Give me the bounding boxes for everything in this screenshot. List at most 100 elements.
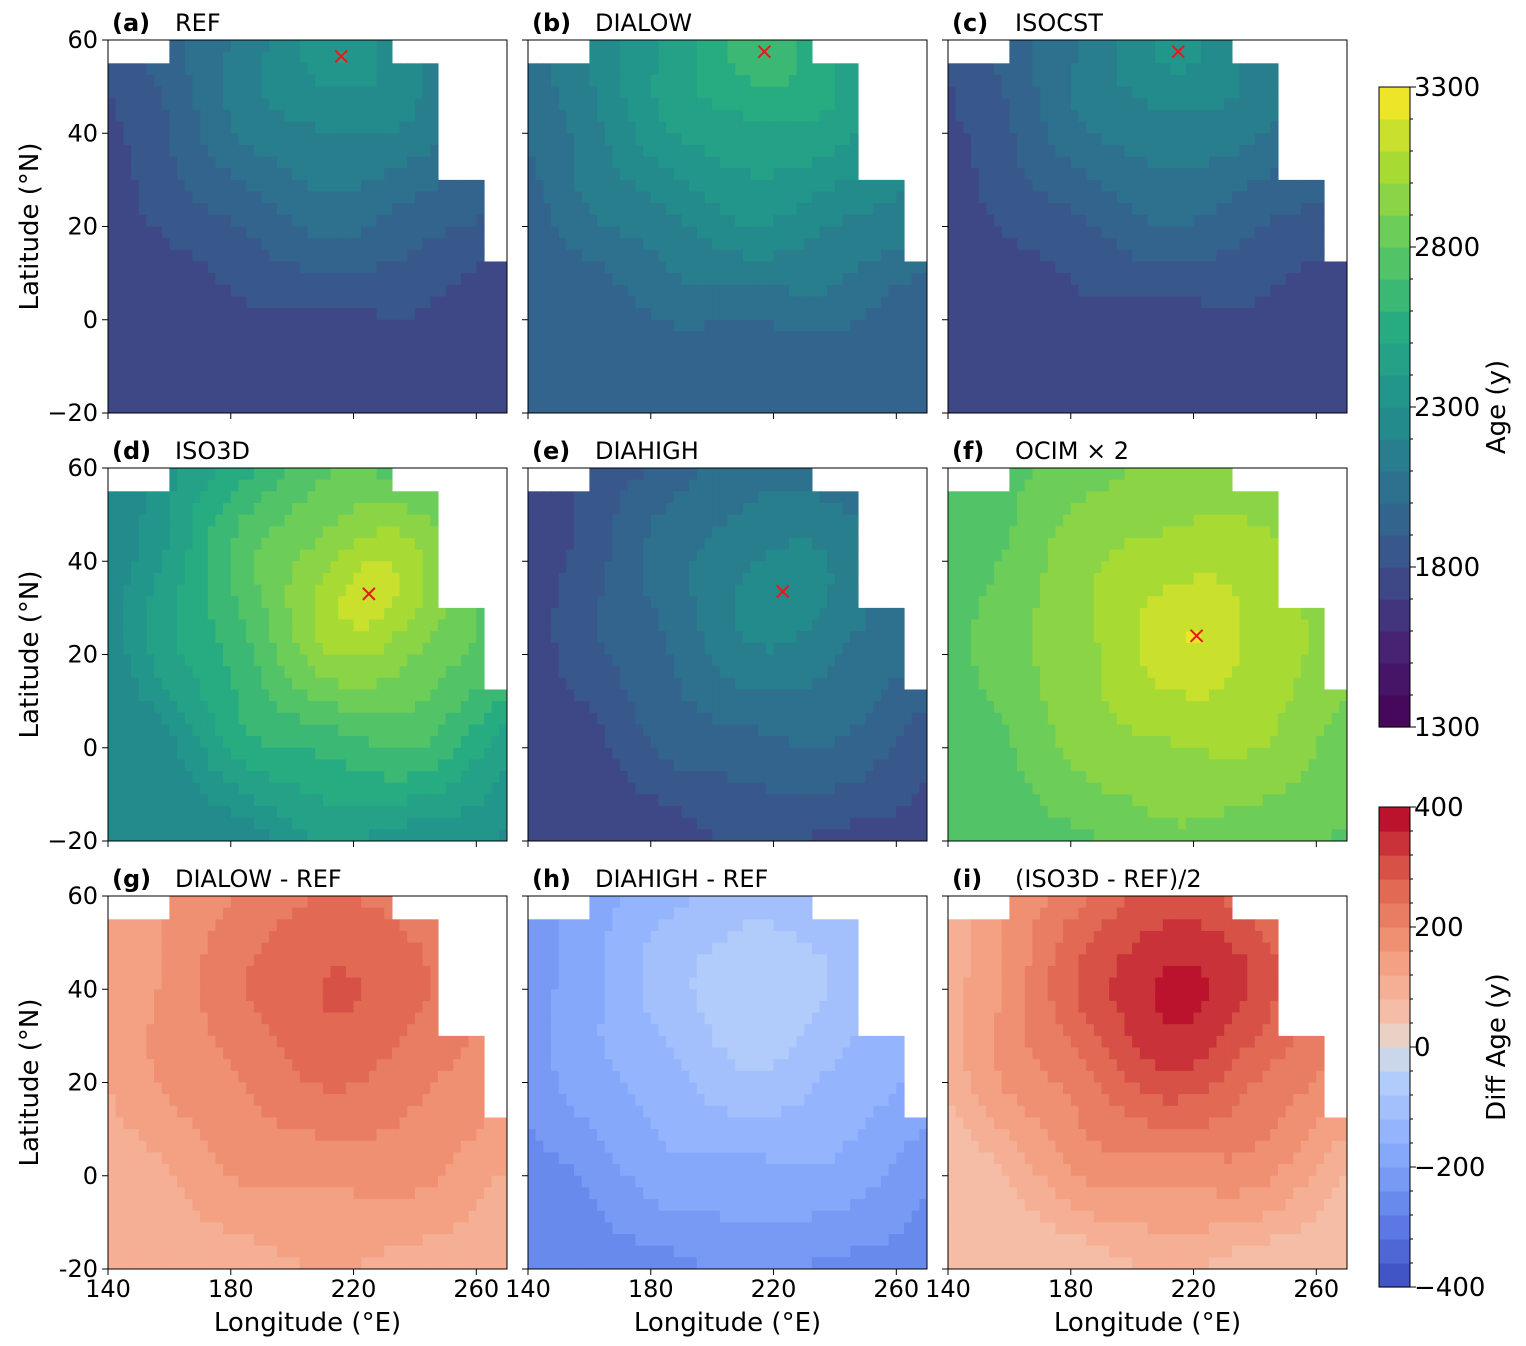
field-cell (1285, 226, 1294, 239)
field-cell (414, 109, 424, 123)
field-cell (750, 63, 759, 76)
field-cell (1032, 214, 1041, 228)
field-cell (261, 401, 270, 413)
field-cell (184, 203, 193, 216)
field-cell (773, 261, 782, 274)
field-cell (612, 98, 621, 111)
field-cell (963, 343, 972, 356)
field-cell (819, 378, 828, 391)
field-cell (551, 354, 560, 367)
field-cell (330, 389, 339, 402)
field-cell (535, 226, 544, 239)
field-cell (1285, 308, 1294, 321)
field-cell (1032, 273, 1041, 286)
field-cell (873, 401, 882, 413)
field-cell (1109, 74, 1118, 88)
field-cell (1109, 284, 1118, 298)
field-cell (1047, 378, 1057, 391)
field-cell (558, 401, 567, 413)
field-cell (658, 343, 667, 356)
field-cell (948, 378, 957, 391)
panel-letter: (a) (112, 9, 150, 37)
field-cell (620, 191, 629, 204)
field-cell (804, 319, 813, 333)
field-cell (215, 354, 224, 367)
field-cell (1009, 378, 1018, 391)
field-cell (276, 378, 286, 391)
field-cell (353, 491, 362, 504)
field-cell (230, 296, 240, 309)
field-cell (1323, 273, 1333, 286)
field-cell (535, 366, 544, 379)
field-cell (1024, 238, 1033, 251)
field-cell (169, 51, 178, 64)
field-cell (453, 191, 462, 204)
field-cell (735, 203, 744, 216)
field-cell (551, 121, 560, 134)
field-cell (453, 343, 462, 356)
field-cell (154, 261, 163, 274)
field-cell (1093, 238, 1103, 251)
field-cell (1132, 203, 1141, 216)
field-cell (681, 296, 690, 309)
field-cell (238, 109, 247, 123)
field-cell (896, 319, 905, 333)
field-cell (1078, 366, 1087, 379)
field-cell (391, 156, 401, 169)
field-cell (681, 203, 690, 216)
field-cell (1093, 121, 1103, 134)
field-cell (1193, 284, 1202, 298)
field-cell (627, 308, 637, 321)
field-cell (811, 389, 821, 402)
field-cell (1231, 273, 1241, 286)
field-cell (1116, 51, 1126, 64)
field-cell (384, 366, 393, 379)
field-cell (223, 514, 232, 527)
field-cell (842, 203, 851, 216)
field-cell (177, 491, 186, 504)
field-cell (345, 51, 355, 64)
field-cell (1147, 226, 1156, 239)
field-cell (1193, 144, 1202, 158)
field-cell (758, 98, 767, 111)
field-cell (873, 354, 882, 367)
field-cell (955, 121, 964, 134)
field-cell (589, 98, 598, 111)
field-cell (589, 51, 598, 64)
field-cell (368, 156, 378, 169)
field-cell (911, 319, 920, 333)
field-cell (1308, 378, 1317, 391)
field-cell (261, 98, 270, 111)
field-cell (1339, 261, 1347, 274)
field-cell (650, 168, 660, 181)
field-cell (919, 343, 927, 356)
field-cell (1147, 40, 1156, 53)
field-cell (1024, 319, 1033, 333)
field-cell (955, 214, 964, 228)
field-cell (627, 86, 637, 99)
field-cell (773, 249, 782, 263)
field-cell (1040, 249, 1049, 263)
field-cell (284, 514, 293, 527)
field-cell (627, 133, 637, 146)
field-cell (1017, 121, 1026, 134)
field-cell (184, 502, 193, 516)
field-cell (948, 401, 957, 413)
field-cell (742, 261, 752, 274)
field-cell (1201, 249, 1210, 263)
field-cell (804, 109, 813, 123)
field-cell (658, 63, 667, 76)
field-cell (368, 502, 378, 516)
field-cell (689, 319, 698, 333)
field-cell (781, 284, 790, 298)
field-cell (169, 389, 178, 402)
field-cell (200, 273, 209, 286)
field-cell (1262, 354, 1271, 367)
field-cell (1047, 214, 1057, 228)
field-cell (635, 273, 644, 286)
field-cell (948, 121, 957, 134)
field-cell (1308, 214, 1317, 228)
field-cell (1132, 319, 1141, 333)
field-cell (581, 168, 590, 181)
field-cell (765, 343, 775, 356)
